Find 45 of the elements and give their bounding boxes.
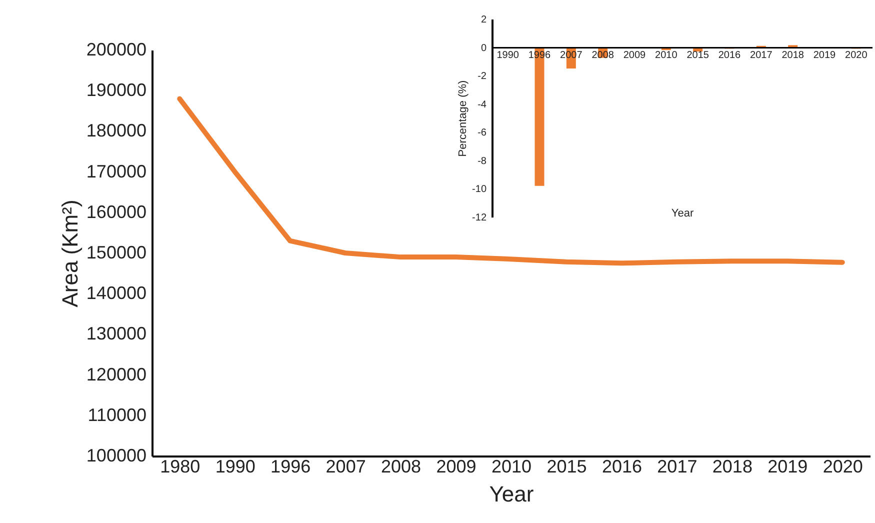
y-tick-label: -12 <box>472 212 487 224</box>
x-tick-label: 2020 <box>822 456 863 476</box>
x-tick-label: 2018 <box>782 50 804 61</box>
x-tick-label: 2019 <box>768 456 808 476</box>
x-tick-label: 2010 <box>491 456 532 476</box>
y-tick-label: -4 <box>478 99 487 110</box>
y-tick-label: 150000 <box>86 242 146 262</box>
y-tick-label: 160000 <box>86 202 146 222</box>
x-tick-label: 2007 <box>326 456 366 476</box>
y-tick-label: 190000 <box>86 80 146 100</box>
y-axis-title: Percentage (%) <box>457 80 470 157</box>
y-tick-label: 140000 <box>86 283 146 304</box>
x-tick-label: 2009 <box>623 50 646 61</box>
x-tick-label: 1990 <box>215 456 256 476</box>
y-tick-label: 100000 <box>86 446 146 466</box>
y-axis-title: Area (Km²) <box>57 200 82 308</box>
x-tick-label: 2019 <box>813 50 836 61</box>
y-tick-label: 130000 <box>86 324 146 344</box>
y-tick-label: -2 <box>478 71 487 82</box>
x-tick-label: 2018 <box>712 456 752 476</box>
x-tick-label: 2016 <box>602 456 642 476</box>
x-tick-label: 2010 <box>655 50 678 61</box>
x-tick-label: 2016 <box>718 50 742 61</box>
y-tick-label: -6 <box>478 128 487 139</box>
x-tick-label: 1980 <box>160 456 200 476</box>
x-axis-title: Year <box>489 482 534 506</box>
x-tick-label: 1990 <box>496 50 520 61</box>
x-tick-label: 1996 <box>270 456 311 476</box>
y-tick-label: 200000 <box>86 40 146 60</box>
y-tick-label: 120000 <box>86 364 146 384</box>
x-tick-label: 2015 <box>546 456 587 476</box>
y-tick-label: 170000 <box>86 161 146 182</box>
x-tick-label: 2009 <box>436 456 476 476</box>
y-tick-label: 180000 <box>86 120 146 141</box>
x-axis-title: Year <box>671 208 694 220</box>
y-tick-label: 0 <box>480 42 487 54</box>
x-tick-label: 2020 <box>845 50 868 61</box>
y-tick-label: 110000 <box>88 404 146 425</box>
y-tick-label: -10 <box>472 184 487 196</box>
x-tick-label: 2017 <box>657 456 698 476</box>
y-tick-label: -8 <box>478 156 487 167</box>
x-tick-label: 2017 <box>750 50 773 61</box>
x-tick-label: 2008 <box>381 456 422 476</box>
y-tick-label: 2 <box>480 14 487 26</box>
x-tick-label: 2015 <box>686 50 710 61</box>
